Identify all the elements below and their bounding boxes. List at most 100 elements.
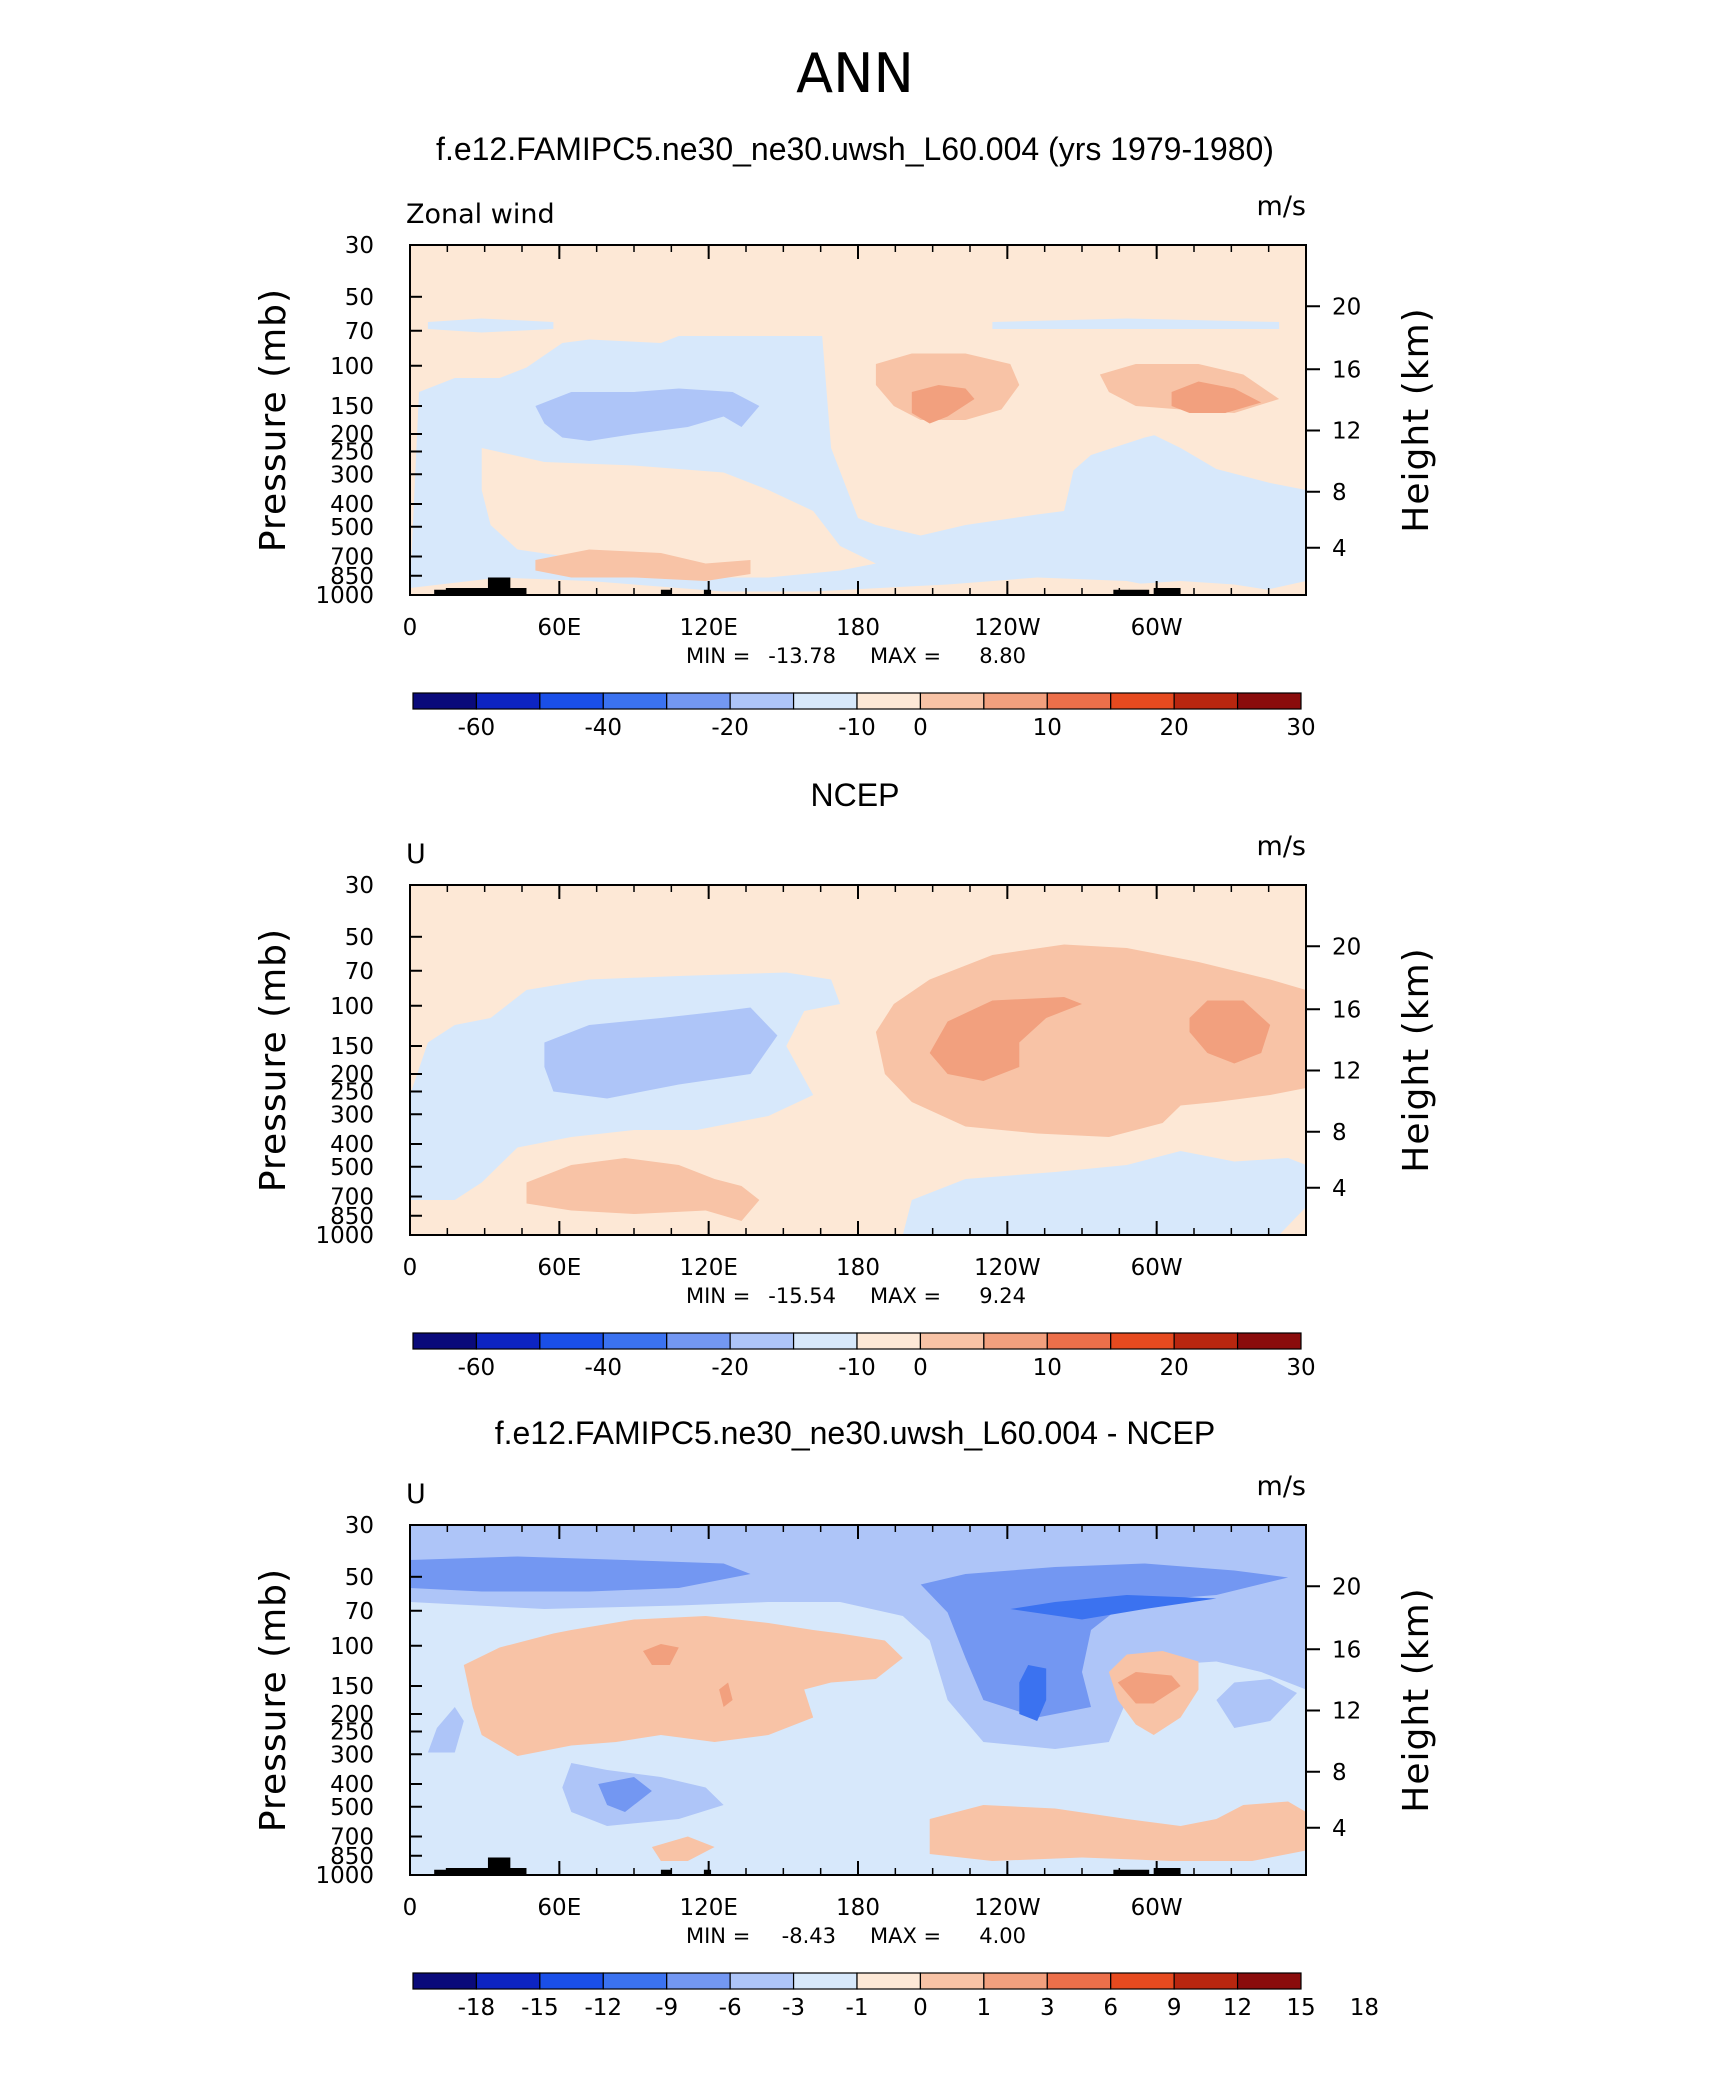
colorbar-label: 15 (1286, 1995, 1315, 2021)
topo-block (445, 588, 527, 595)
colorbar-swatch (1046, 692, 1112, 710)
y-tick-label: 50 (345, 1565, 374, 1591)
colorbar-label: 0 (913, 1355, 928, 1381)
colorbar-swatch (412, 692, 478, 710)
contour-region-top_neg_mid2 (920, 1563, 1289, 1718)
contour-region-pos_big (463, 1616, 903, 1756)
variable-label: U (406, 1479, 426, 1510)
colorbar-label: 18 (1350, 1995, 1379, 2021)
units-label: m/s (1257, 831, 1306, 862)
colorbar-swatch (983, 1332, 1048, 1350)
y-tick-label: 700 (330, 545, 374, 571)
x-tick-label: 60W (1131, 615, 1183, 641)
colorbar-label: -10 (838, 1355, 876, 1381)
topo-block (660, 589, 672, 595)
colorbar-swatch (1046, 1332, 1112, 1350)
x-tick-label: 0 (403, 1255, 418, 1281)
y-tick-label: 1000 (315, 1223, 374, 1249)
contour-field (410, 1525, 1306, 1875)
y-tick-label: 250 (330, 1720, 374, 1746)
max-label: MAX = (870, 1924, 941, 1948)
colorbar-swatch (539, 1332, 604, 1350)
contour-region-neg_mid (544, 1007, 778, 1099)
colorbar-swatch (1173, 692, 1239, 710)
x-tick-label: 180 (836, 1895, 880, 1921)
x-tick-label: 60E (537, 1895, 581, 1921)
colorbar-label: -40 (584, 1355, 622, 1381)
y-right-tick-label: 16 (1332, 1637, 1361, 1663)
variable-label: U (406, 839, 426, 870)
colorbar-label: -60 (458, 1355, 496, 1381)
y-tick-label: 200 (330, 422, 374, 448)
y-tick-label: 50 (345, 285, 374, 311)
x-axis: 0 60E 120E 180 120W 60W (403, 885, 1270, 1281)
min-value: -8.43 (782, 1924, 836, 1948)
topo-block (445, 1868, 527, 1875)
contour-region-top_neg_mid (410, 1556, 751, 1592)
y-tick-label: 250 (330, 1080, 374, 1106)
colorbar-swatch (729, 692, 795, 710)
min-value: -13.78 (768, 644, 836, 668)
panels: f.e12.FAMIPC5.ne30_ne30.uwsh_L60.004 (yr… (253, 131, 1437, 2021)
x-tick-label: 120E (679, 1255, 737, 1281)
y-tick-label: 30 (345, 233, 374, 259)
colorbar-label: 1 (977, 1995, 992, 2021)
x-tick-label: 120E (679, 615, 737, 641)
y-tick-label: 300 (330, 462, 374, 488)
colorbar-swatch (856, 1332, 922, 1350)
y-right-tick-label: 16 (1332, 357, 1361, 383)
colorbar-label: -15 (521, 1995, 559, 2021)
y-right-tick-label: 4 (1332, 536, 1347, 562)
x-tick-label: 60W (1131, 1895, 1183, 1921)
topo-block (1113, 1869, 1150, 1875)
panel-title: NCEP (811, 777, 900, 813)
y-axis-right: 20 16 12 8 4 Height (km) (1306, 1574, 1437, 1842)
contour-region-pos_core (643, 1644, 679, 1665)
colorbar: -60 -40 -20 -10 0 10 20 30 (412, 692, 1316, 741)
y-tick-label: 1000 (315, 583, 374, 609)
y-tick-label: 30 (345, 1513, 374, 1539)
contour-region-core_w (911, 385, 975, 424)
y-right-tick-label: 12 (1332, 1699, 1361, 1725)
colorbar-label: -60 (458, 715, 496, 741)
colorbar-swatch (602, 1332, 668, 1350)
x-axis: 0 60E 120E 180 120W 60W (403, 1525, 1270, 1921)
panel-title: f.e12.FAMIPC5.ne30_ne30.uwsh_L60.004 - N… (495, 1415, 1215, 1451)
y-tick-label: 200 (330, 1702, 374, 1728)
contour-region-core_e (1171, 381, 1262, 413)
y-tick-label: 700 (330, 1185, 374, 1211)
contour-region-neg_w (427, 1707, 464, 1753)
colorbar-swatch (919, 1332, 985, 1350)
colorbar-swatch (983, 1972, 1048, 1990)
colorbar-swatch (919, 692, 985, 710)
topography (434, 1857, 1181, 1875)
y-tick-label: 70 (345, 959, 374, 985)
colorbar-swatch (1236, 1972, 1302, 1990)
y-right-axis-title: Height (km) (1396, 307, 1437, 532)
colorbar-swatch (729, 1972, 795, 1990)
contour-region-pos_belt (875, 944, 1306, 1137)
topo-block (703, 1869, 712, 1875)
y-tick-label: 300 (330, 1742, 374, 1768)
min-max: MIN = -13.78 MAX = 8.80 (686, 644, 1026, 668)
x-axis: 0 60E 120E 180 120W 60W (403, 245, 1270, 641)
panel-3: f.e12.FAMIPC5.ne30_ne30.uwsh_L60.004 - N… (253, 1415, 1437, 2021)
contour-region-pos_low_l (651, 1836, 715, 1861)
min-max: MIN = -15.54 MAX = 9.24 (686, 1284, 1026, 1308)
topo-block (1113, 589, 1150, 595)
colorbar-swatch (412, 1332, 478, 1350)
y-axis-right: 20 16 12 8 4 Height (km) (1306, 294, 1437, 562)
colorbar-swatch (1236, 1332, 1302, 1350)
y-tick-label: 400 (330, 1132, 374, 1158)
x-tick-label: 60E (537, 615, 581, 641)
y-axis-title: Pressure (mb) (253, 1568, 294, 1832)
contour-region-strong_neg2 (1019, 1665, 1047, 1721)
colorbar-label: 30 (1286, 1355, 1315, 1381)
y-tick-label: 70 (345, 319, 374, 345)
contour-region-band70 (427, 318, 554, 333)
y-tick-label: 50 (345, 925, 374, 951)
colorbar-swatch (412, 1972, 478, 1990)
